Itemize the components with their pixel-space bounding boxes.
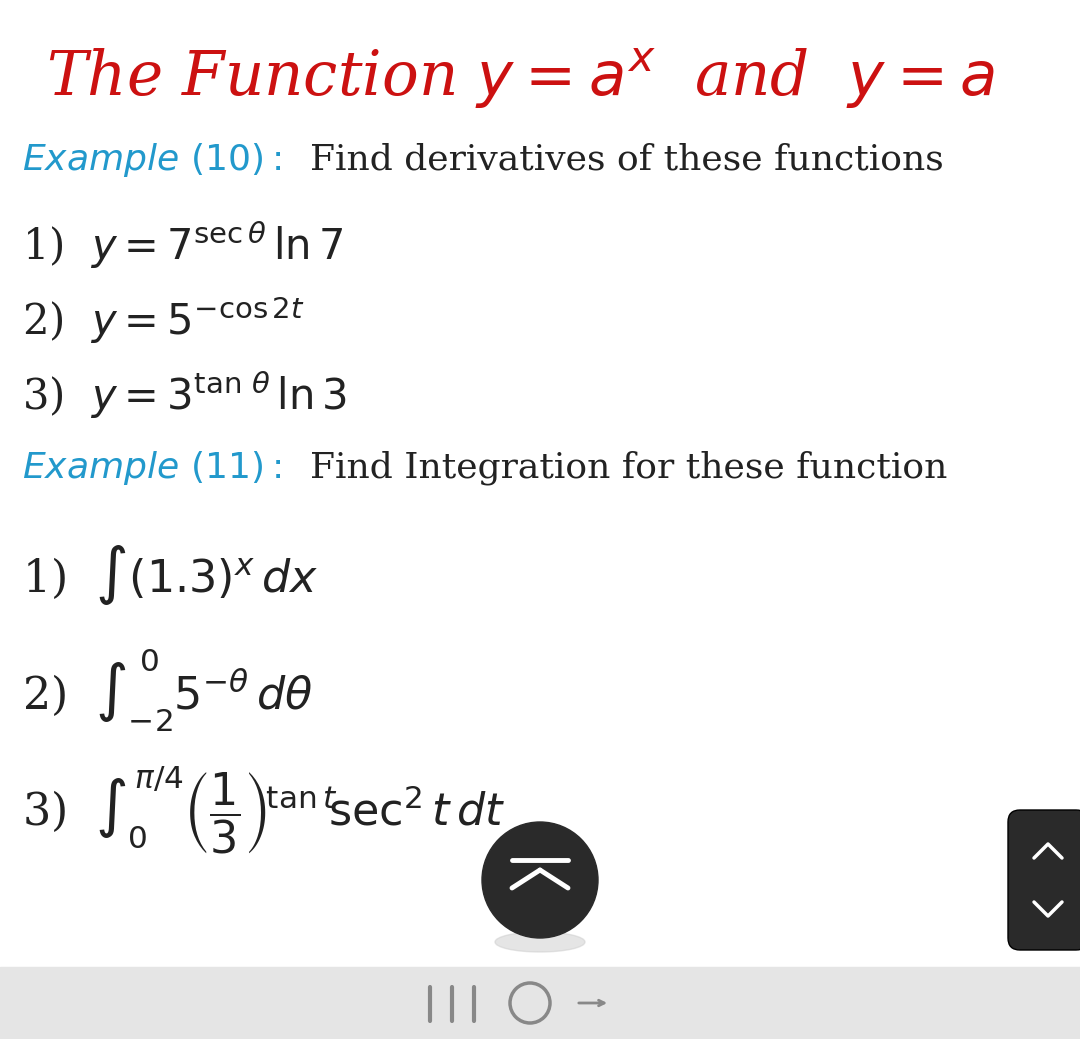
Ellipse shape xyxy=(495,932,585,952)
Text: 3)  $\int_{0}^{\pi/4} \left(\dfrac{1}{3}\right)^{\!\tan t}\!\sec^2 t\,dt$: 3) $\int_{0}^{\pi/4} \left(\dfrac{1}{3}\… xyxy=(22,764,505,856)
Text: 2)  $\int_{-2}^{\,0} 5^{-\theta}\,d\theta$: 2) $\int_{-2}^{\,0} 5^{-\theta}\,d\theta… xyxy=(22,646,313,734)
Text: Find Integration for these function: Find Integration for these function xyxy=(310,451,947,485)
Text: $\mathit{Example\ (10):}$: $\mathit{Example\ (10):}$ xyxy=(22,141,282,179)
Circle shape xyxy=(482,822,598,938)
FancyBboxPatch shape xyxy=(1008,810,1080,950)
Text: 2)  $y = 5^{-\cos 2t}$: 2) $y = 5^{-\cos 2t}$ xyxy=(22,294,305,346)
Text: 1)  $y = 7^{\mathrm{sec}\,\theta}\,\ln 7$: 1) $y = 7^{\mathrm{sec}\,\theta}\,\ln 7$ xyxy=(22,219,343,271)
Text: The Function $y = a^x$  and  $y = a$: The Function $y = a^x$ and $y = a$ xyxy=(45,46,995,110)
Text: Find derivatives of these functions: Find derivatives of these functions xyxy=(310,143,944,177)
Text: $\mathit{Example\ (11):}$: $\mathit{Example\ (11):}$ xyxy=(22,449,282,487)
Bar xyxy=(0,967,1080,1039)
Text: 3)  $y = 3^{\tan\,\theta}\,\ln 3$: 3) $y = 3^{\tan\,\theta}\,\ln 3$ xyxy=(22,369,347,421)
Text: 1)  $\int (1.3)^x\,dx$: 1) $\int (1.3)^x\,dx$ xyxy=(22,543,319,607)
